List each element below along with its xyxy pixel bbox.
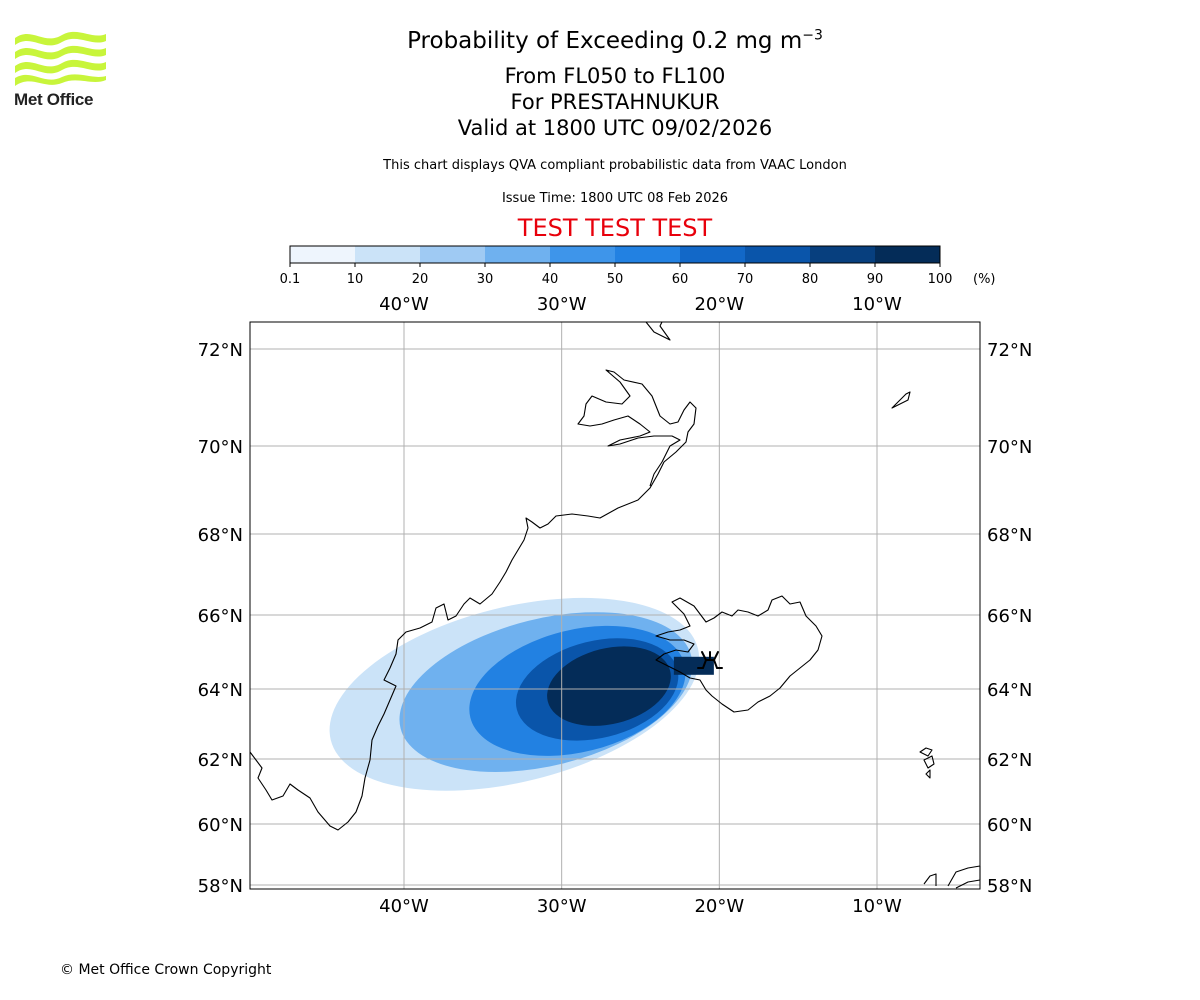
colorbar-swatch-3 bbox=[485, 246, 551, 263]
logo-text: Met Office bbox=[14, 90, 94, 109]
island-jan-mayen bbox=[891, 391, 911, 409]
volcano-icon bbox=[697, 651, 723, 669]
coastlines bbox=[249, 321, 981, 889]
colorbar-tick-label: 50 bbox=[607, 272, 624, 287]
lon-label-bottom: 10°W bbox=[852, 896, 902, 917]
plume-layer bbox=[329, 597, 714, 791]
colorbar-tick-label: 70 bbox=[737, 272, 754, 287]
greenland-coastline bbox=[249, 369, 697, 831]
colorbar-tick-label: 0.1 bbox=[280, 272, 301, 287]
colorbar-swatch-1 bbox=[355, 246, 421, 263]
colorbar-swatch-0 bbox=[290, 246, 356, 263]
lat-label-left: 60°N bbox=[198, 815, 243, 836]
location: For PRESTAHNUKUR bbox=[510, 90, 720, 114]
lon-label-top: 20°W bbox=[694, 294, 744, 315]
title-main: Probability of Exceeding 0.2 mg m bbox=[407, 28, 803, 54]
lat-label-left: 62°N bbox=[198, 750, 243, 771]
lon-label-top: 30°W bbox=[537, 294, 587, 315]
colorbar-tick-label: 60 bbox=[672, 272, 689, 287]
met-office-wave-icon bbox=[15, 31, 106, 86]
lon-label-top: 40°W bbox=[379, 294, 429, 315]
lon-label-top: 10°W bbox=[852, 294, 902, 315]
lat-label-left: 58°N bbox=[198, 876, 243, 897]
colorbar-unit: (%) bbox=[973, 272, 996, 287]
map-frame bbox=[249, 321, 981, 890]
colorbar-swatch-5 bbox=[615, 246, 681, 263]
colorbar-swatch-8 bbox=[810, 246, 876, 263]
plume-level-4 bbox=[547, 646, 671, 726]
colorbar: 0.1 10 20 30 40 50 60 70 80 90 100 (%) bbox=[280, 245, 996, 287]
colorbar-tick-label: 80 bbox=[802, 272, 819, 287]
longitude-labels: 40°W 40°W 30°W 30°W 20°W 20°W 10°W 10°W bbox=[379, 294, 902, 917]
latitude-labels: 72°N 72°N 70°N 70°N 68°N 68°N 66°N 66°N 64°N 64°N… bbox=[198, 340, 1033, 897]
test-banner: TEST TEST TEST bbox=[517, 214, 713, 242]
lat-label-left: 68°N bbox=[198, 525, 243, 546]
lat-label-right: 62°N bbox=[987, 750, 1032, 771]
lon-label-bottom: 20°W bbox=[694, 896, 744, 917]
colorbar-tick-label: 20 bbox=[412, 272, 429, 287]
greenland-north-coastline bbox=[645, 321, 671, 341]
lat-label-right: 68°N bbox=[987, 525, 1032, 546]
colorbar-tick-label: 30 bbox=[477, 272, 494, 287]
lat-label-right: 64°N bbox=[987, 680, 1032, 701]
lat-label-left: 66°N bbox=[198, 606, 243, 627]
colorbar-swatch-4 bbox=[550, 246, 616, 263]
chart-title: Probability of Exceeding 0.2 mg m−3 bbox=[0, 28, 1200, 54]
gridlines bbox=[250, 322, 980, 889]
lat-label-left: 64°N bbox=[198, 680, 243, 701]
colorbar-swatch-2 bbox=[420, 246, 486, 263]
lat-label-right: 60°N bbox=[987, 815, 1032, 836]
colorbar-tick-label: 90 bbox=[867, 272, 884, 287]
iceland-coastline bbox=[655, 595, 823, 713]
lon-label-bottom: 40°W bbox=[379, 896, 429, 917]
lat-label-right: 70°N bbox=[987, 437, 1032, 458]
plume-source-core bbox=[673, 656, 714, 675]
colorbar-swatch-7 bbox=[745, 246, 811, 263]
colorbar-tick-label: 40 bbox=[542, 272, 559, 287]
issue-time: Issue Time: 1800 UTC 08 Feb 2026 bbox=[501, 191, 729, 206]
colorbar-tick-label: 100 bbox=[928, 272, 953, 287]
lat-label-left: 70°N bbox=[198, 437, 243, 458]
description: This chart displays QVA compliant probab… bbox=[383, 158, 847, 173]
lat-label-right: 72°N bbox=[987, 340, 1032, 361]
lat-label-right: 58°N bbox=[987, 876, 1032, 897]
lon-label-bottom: 30°W bbox=[537, 896, 587, 917]
copyright: © Met Office Crown Copyright bbox=[60, 962, 272, 978]
valid-time: Valid at 1800 UTC 09/02/2026 bbox=[457, 116, 773, 140]
faroe-islands bbox=[919, 747, 935, 779]
colorbar-swatch-9 bbox=[875, 246, 941, 263]
colorbar-tick-label: 10 bbox=[347, 272, 364, 287]
level-range: From FL050 to FL100 bbox=[504, 64, 726, 88]
title-unit-exponent: −3 bbox=[802, 27, 823, 44]
met-office-logo: Met Office bbox=[14, 30, 108, 114]
lat-label-left: 72°N bbox=[198, 340, 243, 361]
colorbar-swatch-6 bbox=[680, 246, 746, 263]
lat-label-right: 66°N bbox=[987, 606, 1032, 627]
